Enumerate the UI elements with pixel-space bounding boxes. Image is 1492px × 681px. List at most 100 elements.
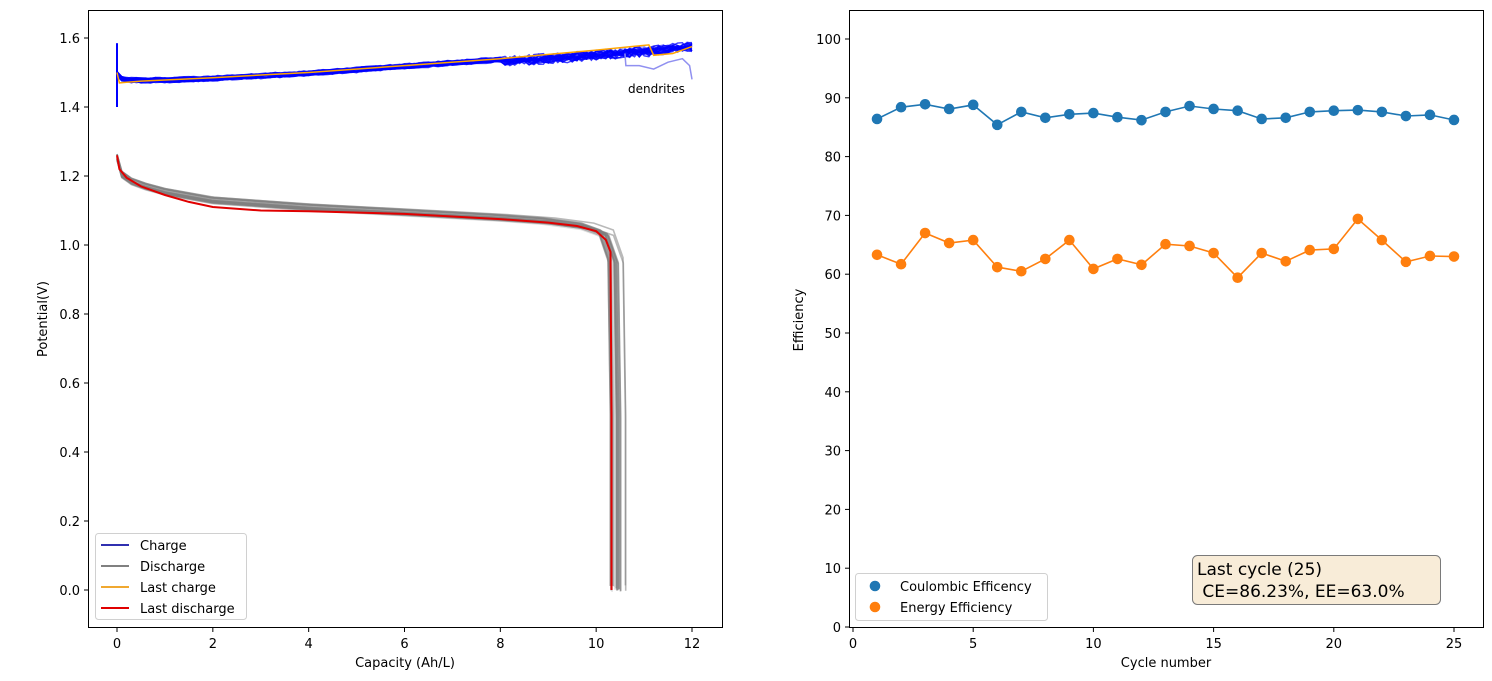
energy-efficiency-point: [871, 249, 883, 261]
coulombic-efficiency-point: [895, 101, 907, 113]
coulombic-efficiency-point: [1400, 110, 1412, 122]
left-y-tick-label: 0.2: [59, 515, 80, 530]
left-x-tick-label: 6: [400, 637, 408, 652]
voltage-capacity-plot: 0 2 4 6 8 10 12 0.0 0.2 0.4 0.6 0.8 1.0 1.2 1.4 1.6 Ca…: [36, 10, 723, 671]
coulombic-efficiency-point: [1160, 106, 1171, 118]
coulombic-efficiency-point: [1136, 114, 1147, 126]
coulombic-efficiency-point: [919, 98, 931, 110]
coulombic-efficiency-point: [1256, 113, 1267, 125]
left-legend-label: Last charge: [140, 581, 216, 596]
energy-efficiency-point: [1064, 234, 1075, 246]
left-x-ticks: 0 2 4 6 8 10 12: [113, 627, 700, 652]
left-x-axis-label: Capacity (Ah/L): [355, 656, 455, 671]
right-y-ticks: 0 10 20 30 40 50 60 70 80 90 100: [816, 33, 850, 636]
right-y-tick-label: 10: [824, 562, 841, 577]
right-y-tick-label: 50: [824, 327, 841, 342]
coulombic-efficiency-point: [1424, 109, 1436, 121]
right-x-axis-label: Cycle number: [1121, 656, 1212, 671]
left-legend-label: Last discharge: [140, 602, 235, 617]
left-legend: Charge Discharge Last charge Last discharge: [95, 533, 247, 620]
energy-efficiency-point: [1232, 272, 1243, 284]
left-y-tick-label: 1.4: [59, 101, 80, 116]
coulombic-efficiency-point: [1376, 106, 1388, 118]
coulombic-efficiency-point: [943, 103, 955, 115]
energy-efficiency-point: [1040, 253, 1051, 265]
left-y-axis-label: Potential(V): [36, 281, 51, 357]
coulombic-efficiency-point: [1232, 105, 1243, 117]
left-x-tick-label: 0: [113, 637, 121, 652]
left-y-tick-label: 0.6: [59, 377, 80, 392]
coulombic-efficiency-point: [1184, 100, 1195, 112]
energy-efficiency-point: [967, 234, 979, 246]
left-legend-label: Charge: [140, 539, 187, 554]
annotation-line-1: Last cycle (25): [1197, 560, 1322, 580]
right-x-tick-label: 10: [1085, 637, 1102, 652]
coulombic-efficiency-point: [967, 99, 979, 111]
energy-efficiency-point: [1136, 259, 1147, 271]
left-y-tick-label: 0.8: [59, 308, 80, 323]
right-y-tick-label: 20: [824, 503, 841, 518]
energy-efficiency-point: [1088, 263, 1099, 275]
energy-efficiency-point: [991, 261, 1003, 273]
coulombic-efficiency-point: [1040, 112, 1051, 124]
left-y-tick-label: 0.4: [59, 446, 80, 461]
right-x-tick-label: 20: [1326, 637, 1343, 652]
right-legend-box: [855, 573, 1048, 621]
left-x-tick-label: 10: [588, 637, 605, 652]
right-x-ticks: 0 5 10 15 20 25: [849, 627, 1463, 652]
right-y-tick-label: 70: [824, 209, 841, 224]
energy-efficiency-point: [1160, 238, 1171, 250]
discharge-cycle-line: [116, 154, 614, 586]
right-legend: Coulombic Efficency Energy Efficiency: [855, 573, 1048, 621]
right-x-tick-label: 25: [1446, 637, 1463, 652]
energy-efficiency-point: [1304, 244, 1316, 256]
right-y-tick-label: 60: [824, 268, 841, 283]
coulombic-efficiency-point: [1328, 105, 1340, 117]
last-discharge-line: [116, 155, 613, 590]
energy-efficiency-point: [943, 237, 955, 249]
right-y-axis-label: Efficiency: [792, 288, 807, 351]
energy-efficiency-point: [1256, 247, 1267, 259]
right-x-tick-label: 15: [1205, 637, 1222, 652]
left-y-tick-label: 0.0: [59, 584, 80, 599]
right-y-tick-label: 30: [824, 445, 841, 460]
right-y-tick-label: 40: [824, 386, 841, 401]
left-y-tick-label: 1.2: [59, 170, 80, 185]
last-charge-line: [116, 44, 693, 84]
left-y-tick-label: 1.6: [59, 32, 80, 47]
left-legend-label: Discharge: [140, 560, 205, 575]
energy-efficiency-point: [1208, 247, 1219, 259]
energy-efficiency-point: [895, 258, 907, 270]
left-legend-box: [95, 533, 247, 620]
coulombic-efficiency-point: [1112, 111, 1123, 123]
right-legend-label: Coulombic Efficency: [900, 580, 1032, 595]
right-plot-frame: [849, 10, 1484, 628]
energy-efficiency-point: [919, 227, 931, 239]
energy-efficiency-point: [1280, 255, 1292, 267]
energy-efficiency-point: [1352, 213, 1364, 225]
right-legend-marker: [869, 601, 881, 613]
coulombic-efficiency-point: [1064, 108, 1075, 120]
energy-efficiency-point: [1328, 243, 1340, 255]
energy-efficiency-point: [1448, 251, 1460, 262]
energy-efficiency-point: [1424, 250, 1436, 262]
energy-efficiency-point: [1015, 265, 1027, 277]
right-y-tick-label: 80: [824, 151, 841, 166]
coulombic-efficiency-point: [1208, 103, 1219, 115]
right-y-tick-label: 90: [824, 92, 841, 107]
right-legend-label: Energy Efficiency: [900, 601, 1013, 616]
left-curves: [116, 41, 693, 592]
energy-efficiency-point: [1376, 234, 1388, 246]
coulombic-efficiency-point: [1088, 107, 1099, 119]
left-x-tick-label: 2: [209, 637, 217, 652]
energy-efficiency-point: [1184, 240, 1195, 252]
dendrites-annotation: dendrites: [628, 82, 685, 96]
coulombic-efficiency-point: [871, 113, 883, 125]
right-y-tick-label: 0: [833, 621, 841, 636]
coulombic-efficiency-point: [1304, 106, 1316, 118]
left-y-tick-label: 1.0: [59, 239, 80, 254]
coulombic-efficiency-point: [991, 119, 1003, 131]
coulombic-efficiency-point: [1280, 112, 1292, 124]
dendrite-trace: [624, 53, 693, 80]
